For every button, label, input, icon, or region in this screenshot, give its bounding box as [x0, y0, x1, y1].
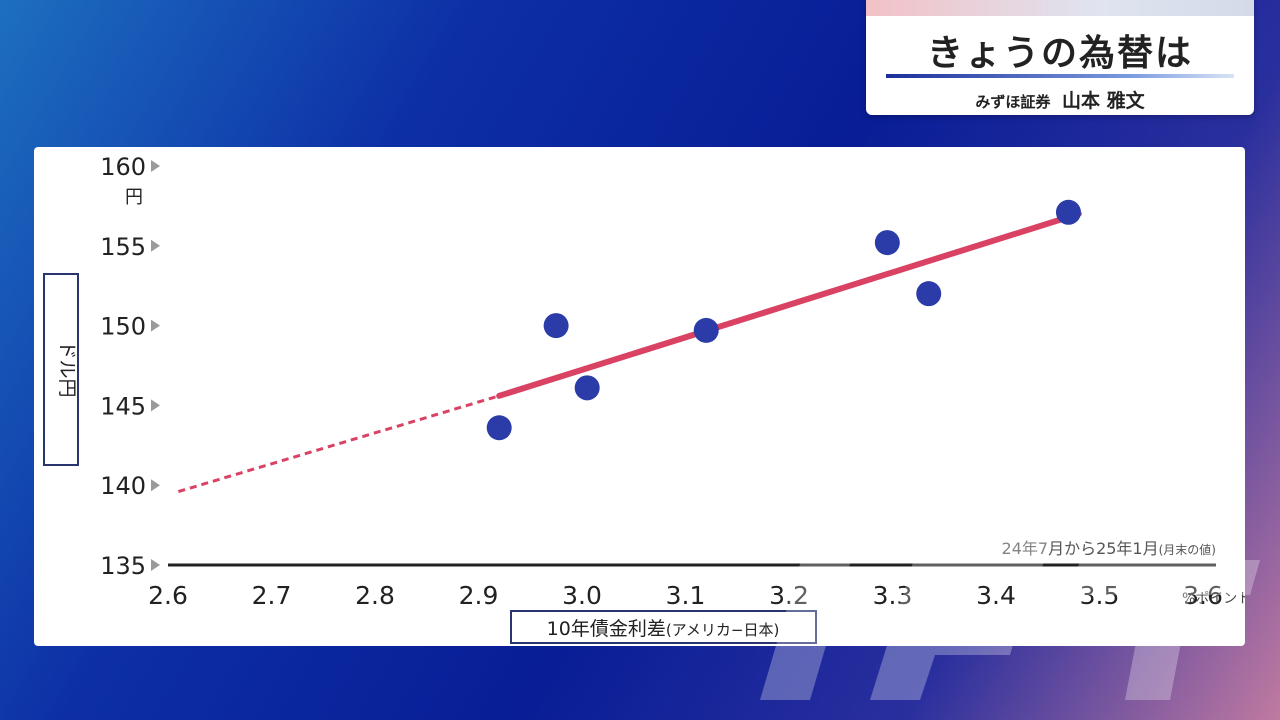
- title-underline: [886, 74, 1234, 78]
- x-tick-label: 3.3: [873, 581, 913, 610]
- presenter-name: 山本 雅文: [1061, 90, 1145, 112]
- y-axis-label: ドル円: [56, 340, 78, 397]
- x-axis-label-main: 10年債金利差: [547, 618, 666, 640]
- trendline-extrapolated: [177, 394, 500, 494]
- y-tick-arrow-icon: [151, 399, 160, 412]
- y-tick-label: 135: [100, 552, 146, 580]
- scatter-chart: 135 140 145 150 155 160 円 2.6 2.7 2.8 2.9 3.0 3.1 3.2…: [43, 153, 1251, 644]
- x-tick-label: 2.6: [148, 581, 188, 610]
- x-axis-label-note: (アメリカ−日本): [666, 621, 780, 639]
- period-note: 24年7月から25年1月(月末の値): [1002, 539, 1216, 558]
- y-tick-label: 150: [100, 313, 146, 341]
- trendline: [496, 210, 1082, 399]
- chart-panel: 135 140 145 150 155 160 円 2.6 2.7 2.8 2.9 3.0 3.1 3.2…: [34, 147, 1251, 646]
- x-tick-label: 2.8: [355, 581, 395, 610]
- data-point: [1055, 199, 1081, 225]
- x-axis-label: 10年債金利差(アメリカ−日本): [547, 618, 780, 640]
- title-accent-strip: [866, 0, 1254, 16]
- y-axis-label-box: [43, 273, 79, 466]
- y-tick-label: 160: [100, 153, 146, 181]
- program-title: きょうの為替は: [926, 33, 1193, 74]
- y-tick-arrow-icon: [151, 239, 160, 252]
- y-tick-arrow-icon: [151, 160, 160, 172]
- data-point: [693, 317, 719, 343]
- x-tick-label: 3.2: [769, 581, 809, 610]
- period-note-main: 24年7月から25年1月: [1002, 539, 1159, 558]
- y-tick-arrow-icon: [151, 319, 160, 332]
- y-tick-arrow-icon: [151, 559, 160, 571]
- y-tick-arrow-icon: [151, 479, 160, 492]
- data-point: [574, 375, 600, 401]
- x-tick-label: 3.4: [976, 581, 1016, 610]
- presenter-affiliation: みずほ証券: [975, 93, 1051, 111]
- x-tick-label: 2.7: [252, 581, 292, 610]
- period-note-small: (月末の値): [1159, 542, 1216, 557]
- data-point: [486, 415, 512, 441]
- x-tick-label: 3.5: [1080, 581, 1120, 610]
- data-point: [874, 230, 900, 256]
- presenter-line: みずほ証券 山本 雅文: [866, 86, 1254, 113]
- x-tick-label: 3.6: [1183, 581, 1223, 610]
- y-unit-label: 円: [125, 187, 143, 208]
- x-unit-label: %ポイント: [1182, 591, 1245, 607]
- y-tick-label: 155: [100, 233, 146, 261]
- title-card: きょうの為替は みずほ証券 山本 雅文: [866, 0, 1254, 115]
- x-tick-label: 2.9: [459, 581, 499, 610]
- y-tick-label: 140: [100, 472, 146, 500]
- x-axis-label-box: [510, 610, 817, 644]
- y-tick-label: 145: [100, 392, 146, 420]
- data-point: [916, 281, 942, 307]
- data-point: [543, 313, 569, 339]
- x-tick-label: 3.1: [666, 581, 706, 610]
- x-tick-label: 3.0: [562, 581, 602, 610]
